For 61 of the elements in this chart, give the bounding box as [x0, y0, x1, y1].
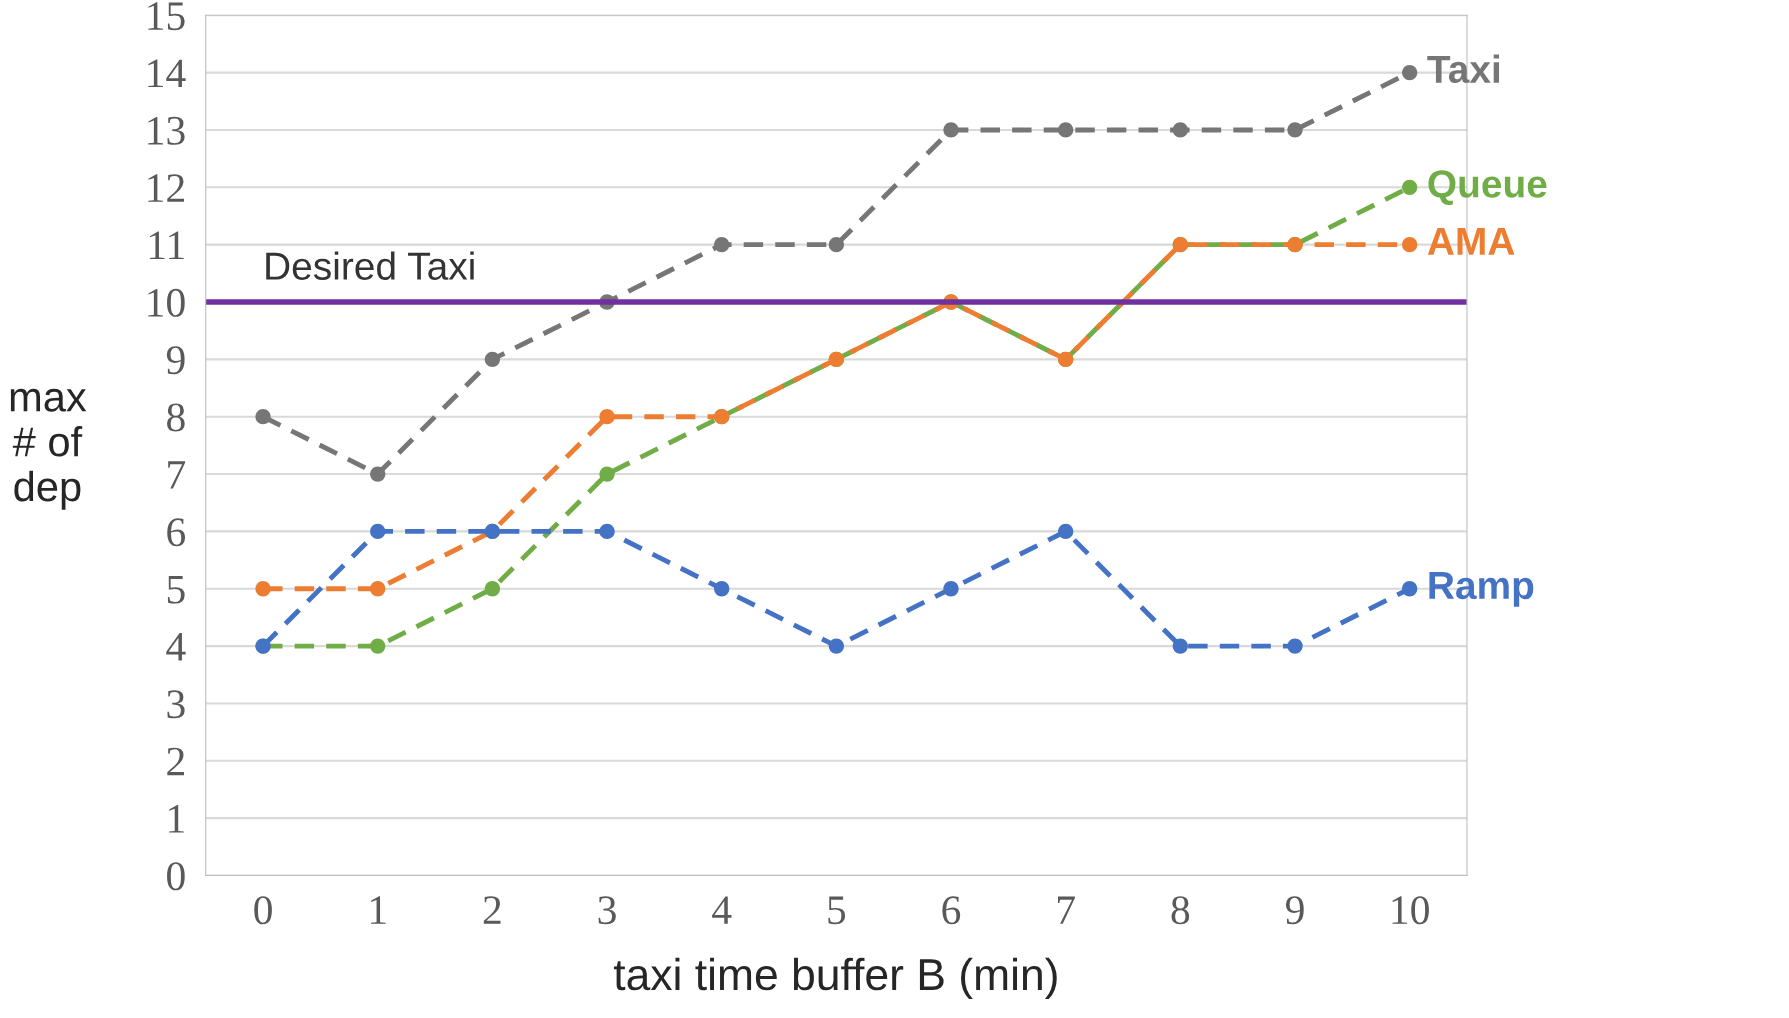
y-tick-label: 5 [167, 575, 185, 604]
point [370, 638, 386, 654]
point [1402, 64, 1418, 81]
x-tick-label: 10 [1392, 896, 1429, 925]
point [1287, 638, 1303, 654]
x-tick-label: 9 [1285, 896, 1304, 925]
point [1402, 237, 1418, 253]
x-tick-label: 0 [254, 896, 272, 925]
point [255, 581, 271, 597]
x-tick-label: 4 [712, 896, 732, 924]
point [714, 237, 730, 253]
point [255, 409, 271, 425]
y-tick-label: 15 [148, 2, 185, 31]
series-label: Taxi [1427, 54, 1500, 84]
x-tick-label: 6 [942, 896, 961, 925]
x-tick-label: 5 [828, 896, 846, 925]
point [1058, 523, 1074, 540]
point [828, 638, 844, 654]
point [714, 581, 730, 597]
y-tick-label: 14 [148, 59, 186, 88]
ref-line-label: Desired Taxi [266, 251, 474, 280]
x-tick-label: 8 [1171, 896, 1190, 925]
point [1058, 122, 1074, 138]
y-tick-label: 0 [167, 862, 185, 891]
y-tick-label: 3 [167, 690, 185, 719]
series-label: AMA [1427, 227, 1515, 255]
y-tick-label: 10 [148, 288, 185, 317]
x-tick-label: 7 [1058, 896, 1075, 924]
point [943, 581, 959, 597]
point [599, 523, 615, 540]
x-tick-label: 3 [598, 896, 616, 925]
point [1172, 122, 1188, 138]
y-tick-label: 4 [166, 633, 186, 661]
point [943, 122, 959, 138]
x-tick-label: 1 [370, 896, 386, 924]
y-axis-title: max # of dep [10, 388, 87, 510]
y-tick-label: 13 [148, 116, 185, 145]
y-tick-label: 8 [167, 403, 185, 432]
x-axis-title: taxi time buffer B (min) [613, 957, 1057, 1000]
x-tick-label: 2 [483, 896, 501, 924]
point [1287, 122, 1303, 138]
y-tick-label: 9 [166, 346, 185, 375]
point [1402, 581, 1418, 597]
point [484, 351, 501, 367]
y-tick-label: 1 [169, 805, 184, 833]
series-label: Ramp [1429, 572, 1534, 607]
y-tick-label: 7 [168, 461, 186, 489]
point [1402, 179, 1418, 195]
y-tick-label: 6 [167, 518, 186, 547]
point [370, 466, 386, 482]
point [599, 409, 615, 425]
point [599, 466, 615, 482]
point [484, 581, 501, 597]
point [1172, 638, 1188, 654]
point [828, 237, 844, 253]
y-tick-label: 2 [167, 747, 184, 776]
series-label: Queue [1428, 170, 1547, 206]
point [370, 523, 386, 540]
y-tick-label: 11 [149, 231, 184, 260]
y-tick-label: 12 [148, 174, 184, 202]
point [370, 581, 386, 597]
